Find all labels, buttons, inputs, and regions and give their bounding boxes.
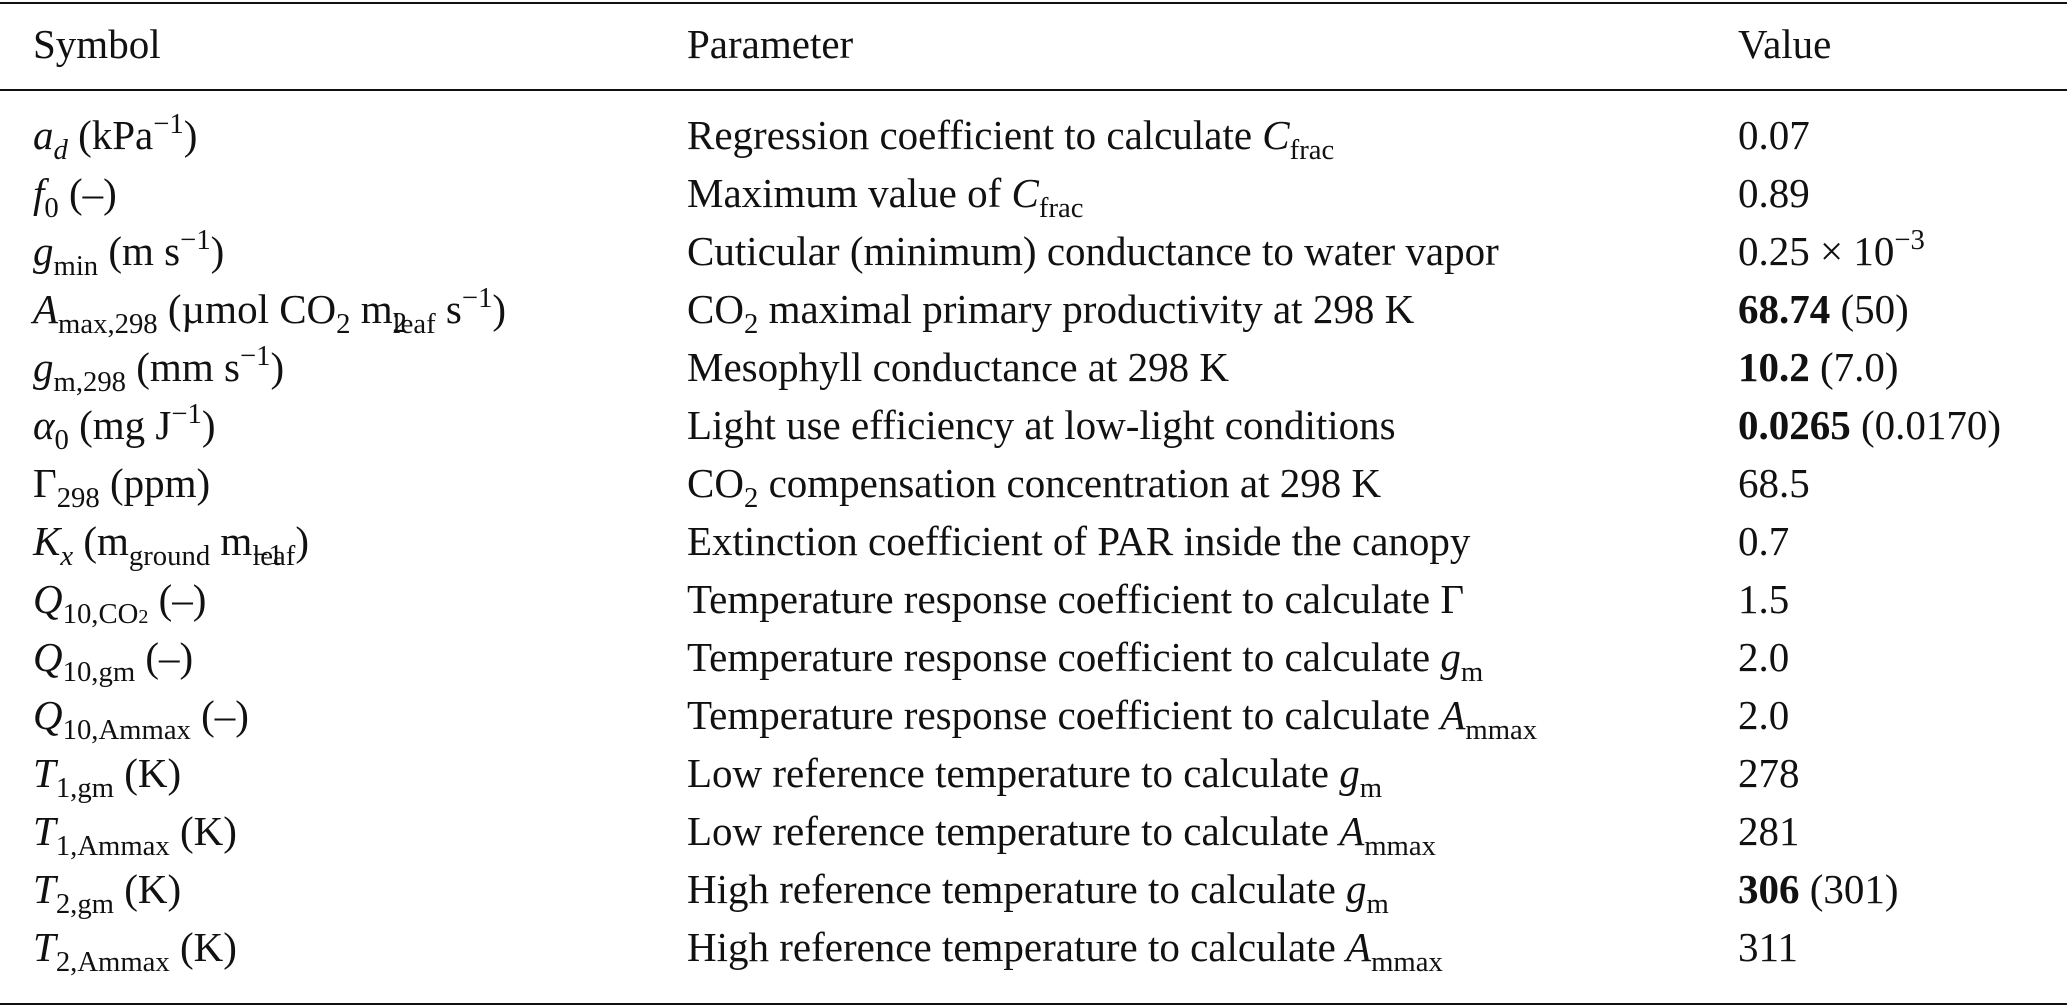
parameter-cell: High reference temperature to calculate … (687, 866, 1389, 921)
table-header-rule (0, 89, 2067, 91)
value-cell: 0.0265 (0.0170) (1738, 402, 2002, 448)
parameter-cell: Extinction coefficient of PAR inside the… (687, 518, 1471, 564)
table-bottom-rule (0, 1003, 2067, 1005)
parameter-cell: Temperature response coefficient to calc… (687, 634, 1484, 689)
table-row: Q10,CO2 (–) Temperature response coeffic… (0, 570, 2067, 628)
table-row: gm,298 (mm s−1) Mesophyll conductance at… (0, 338, 2067, 399)
symbol-cell: Q10,Ammax (–) (33, 692, 249, 747)
symbol-cell: T1,gm (K) (33, 750, 182, 805)
value-cell: 306 (301) (1738, 866, 1899, 912)
value-cell: 311 (1738, 924, 1798, 970)
symbol-cell: gmin (m s−1) (33, 224, 225, 283)
table-row: T2,gm (K) High reference temperature to … (0, 860, 2067, 918)
parameter-cell: Maximum value of Cfrac (687, 170, 1084, 225)
symbol-cell: T1,Ammax (K) (33, 808, 237, 863)
value-cell: 0.89 (1738, 170, 1810, 216)
table-row: T1,Ammax (K) Low reference temperature t… (0, 802, 2067, 860)
value-cell: 278 (1738, 750, 1800, 796)
symbol-cell: Q10,CO2 (–) (33, 576, 207, 631)
value-cell: 2.0 (1738, 692, 1790, 738)
symbol-cell: Kx (mground m −1 leaf) (33, 518, 309, 573)
table-row: Γ298 (ppm) CO2 compensation concentratio… (0, 454, 2067, 512)
table-row: α0 (mg J−1) Light use efficiency at low-… (0, 396, 2067, 457)
symbol-cell: Amax,298 (µmol CO2 m 2 leaf s−1) (33, 282, 507, 341)
value-cell: 68.5 (1738, 460, 1810, 506)
table-row: gmin (m s−1) Cuticular (minimum) conduct… (0, 222, 2067, 283)
symbol-cell: Γ298 (ppm) (33, 460, 211, 515)
value-cell: 68.74 (50) (1738, 286, 1909, 332)
parameter-cell: Regression coefficient to calculate Cfra… (687, 112, 1335, 167)
table-top-rule (0, 2, 2067, 4)
value-cell: 281 (1738, 808, 1800, 854)
parameter-cell: Light use efficiency at low-light condit… (687, 402, 1396, 448)
value-cell: 2.0 (1738, 634, 1790, 680)
symbol-cell: T2,gm (K) (33, 866, 182, 921)
header-value: Value (1738, 21, 1832, 67)
table-row: T2,Ammax (K) High reference temperature … (0, 918, 2067, 976)
parameter-cell: Low reference temperature to calculate g… (687, 750, 1383, 805)
parameter-cell: Temperature response coefficient to calc… (687, 576, 1465, 622)
value-cell: 0.25 × 10−3 (1738, 224, 1925, 274)
value-cell: 1.5 (1738, 576, 1790, 622)
parameter-cell: CO2 compensation concentration at 298 K (687, 460, 1382, 515)
table-row: Kx (mground m −1 leaf) Extinction coeffici… (0, 512, 2067, 570)
value-cell: 0.7 (1738, 518, 1790, 564)
symbol-cell: α0 (mg J−1) (33, 398, 216, 457)
table-row: ad (kPa−1) Regression coefficient to cal… (0, 106, 2067, 167)
symbol-cell: ad (kPa−1) (33, 108, 198, 167)
table-row: Q10,gm (–) Temperature response coeffici… (0, 628, 2067, 686)
value-cell: 0.07 (1738, 112, 1810, 158)
table-row: T1,gm (K) Low reference temperature to c… (0, 744, 2067, 802)
table-row: Amax,298 (µmol CO2 m 2 leaf s−1) CO2 maxim… (0, 280, 2067, 341)
symbol-cell: T2,Ammax (K) (33, 924, 237, 979)
symbol-cell: gm,298 (mm s−1) (33, 340, 285, 399)
value-cell: 10.2 (7.0) (1738, 344, 1899, 390)
table-row: Q10,Ammax (–) Temperature response coeff… (0, 686, 2067, 744)
parameter-cell: Mesophyll conductance at 298 K (687, 344, 1229, 390)
table-row: f0 (–) Maximum value of Cfrac 0.89 (0, 164, 2067, 222)
parameter-cell: Cuticular (minimum) conductance to water… (687, 228, 1499, 274)
parameter-cell: Temperature response coefficient to calc… (687, 692, 1538, 747)
header-parameter: Parameter (687, 21, 854, 67)
symbol-cell: Q10,gm (–) (33, 634, 194, 689)
parameter-cell: High reference temperature to calculate … (687, 924, 1443, 979)
header-symbol: Symbol (33, 21, 161, 67)
symbol-cell: f0 (–) (33, 170, 117, 225)
parameter-cell: Low reference temperature to calculate A… (687, 808, 1436, 863)
parameter-cell: CO2 maximal primary productivity at 298 … (687, 286, 1415, 341)
